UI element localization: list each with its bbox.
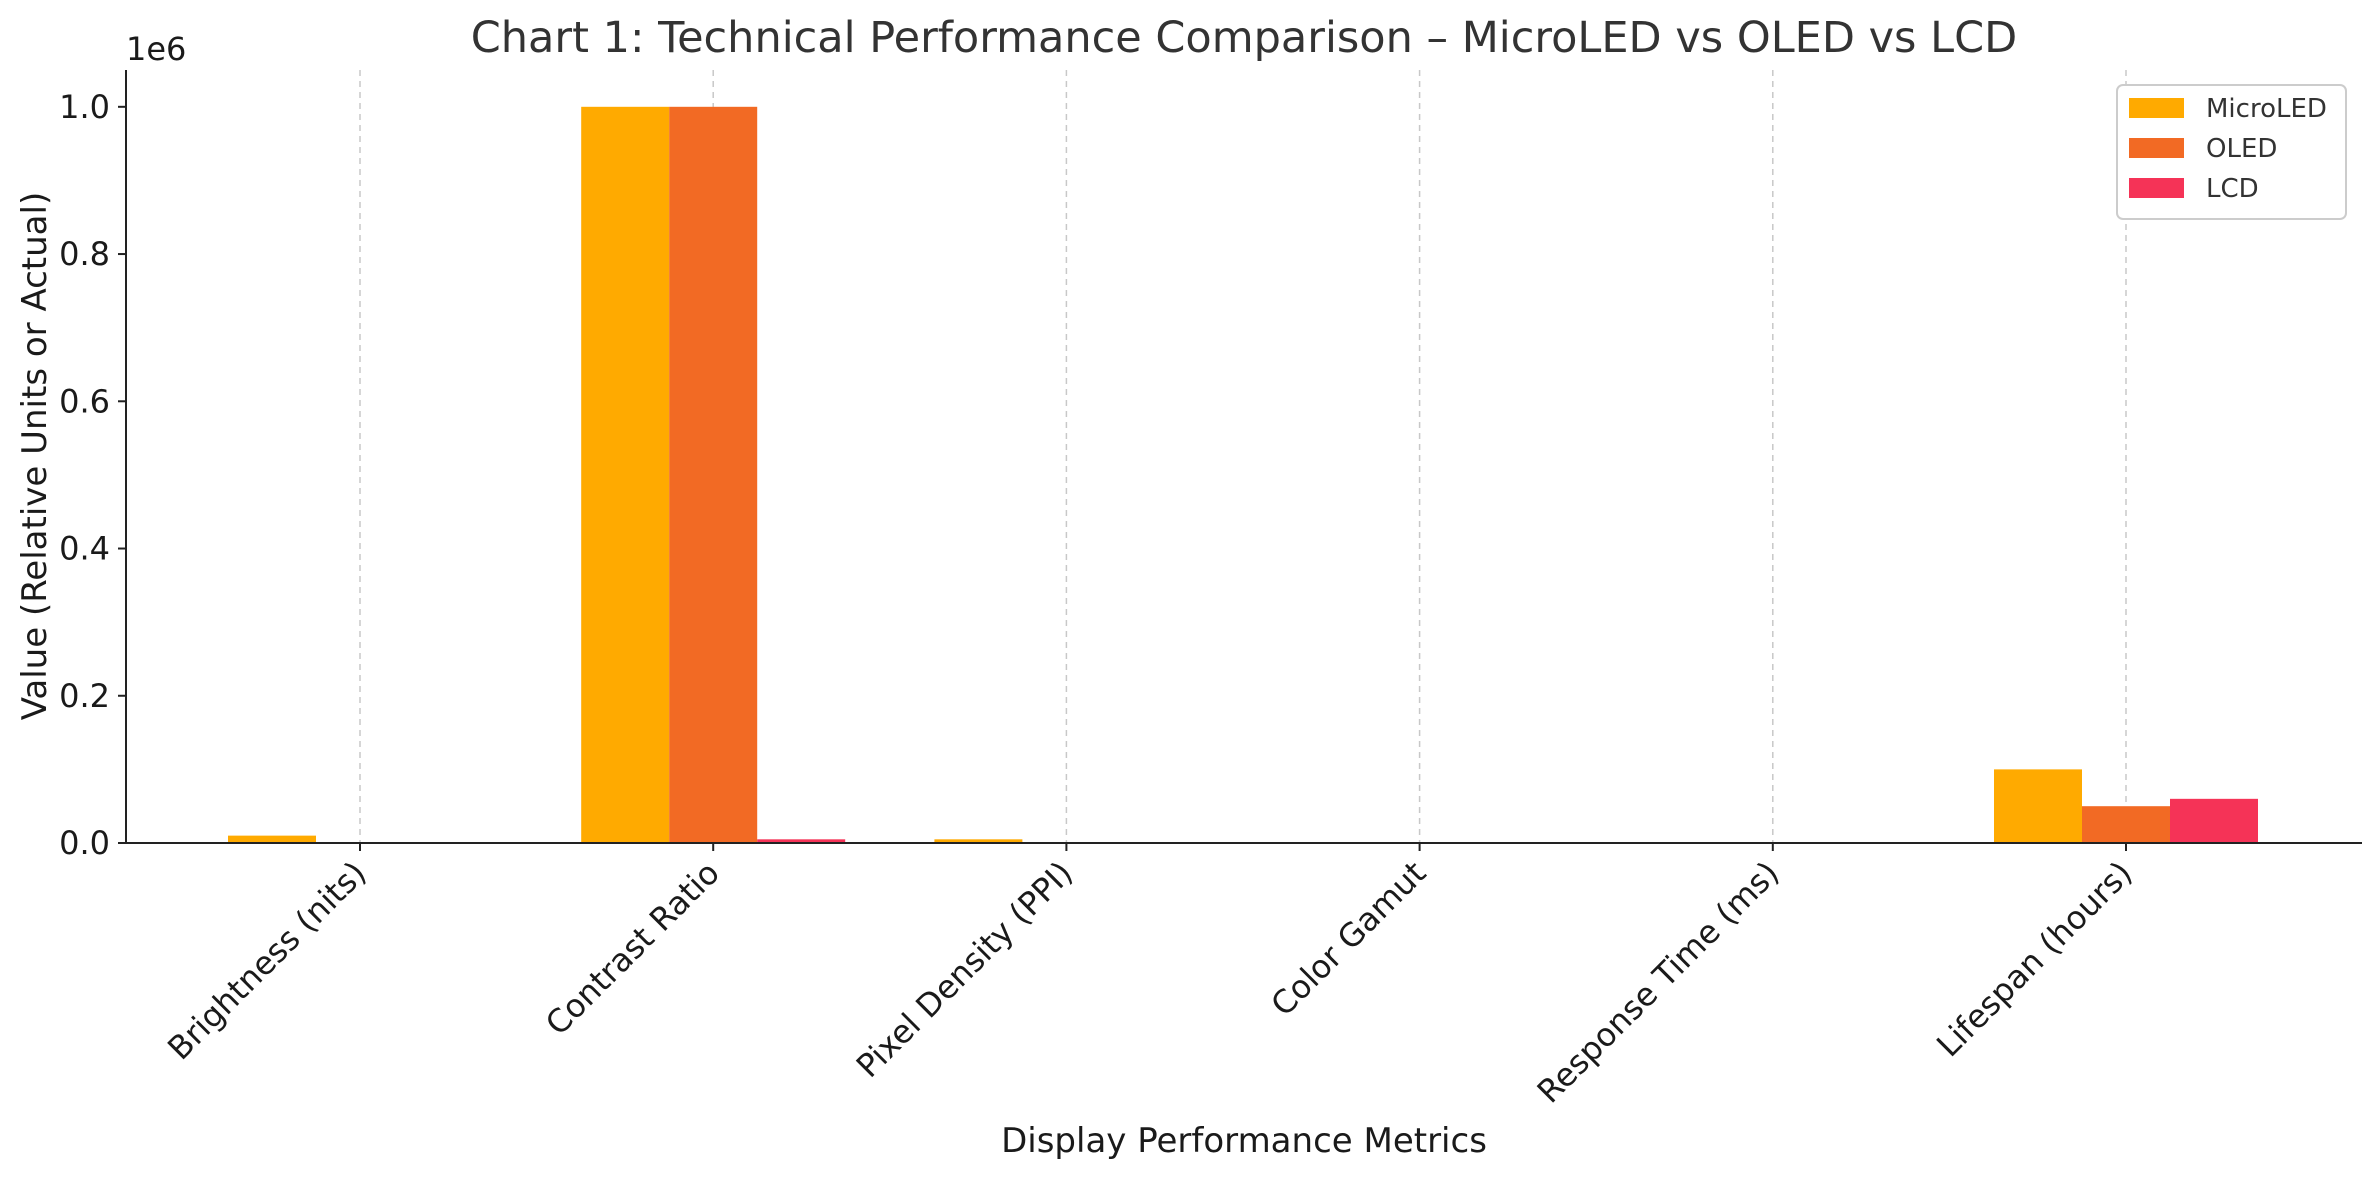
x-tick-label: Lifespan (hours) <box>1929 854 2139 1064</box>
bar-microled-0 <box>228 835 316 843</box>
bar-lcd-5 <box>2170 798 2258 843</box>
x-tick-label: Brightness (nits) <box>160 854 374 1068</box>
x-tick-label: Response Time (ms) <box>1530 854 1787 1111</box>
y-tick-label: 0.0 <box>59 824 110 862</box>
chart-title: Chart 1: Technical Performance Compariso… <box>471 13 2017 63</box>
bar-lcd-1 <box>757 839 846 843</box>
legend-swatch-oled <box>2129 138 2184 158</box>
legend-swatch-microled <box>2129 98 2184 118</box>
y-tick-label: 0.4 <box>59 530 110 568</box>
legend: MicroLED OLED LCD <box>2116 84 2347 220</box>
y-ticks: 0.0 0.2 0.4 0.6 0.8 1.0 <box>59 88 126 862</box>
x-tick-label: Color Gamut <box>1263 854 1433 1024</box>
y-tick-label: 0.8 <box>59 235 110 273</box>
bar-oled-5 <box>2082 806 2170 843</box>
bar-microled-5 <box>1994 769 2082 843</box>
y-axis-label: Value (Relative Units or Actual) <box>15 192 55 720</box>
x-axis-label: Display Performance Metrics <box>1001 1121 1487 1161</box>
y-tick-label: 0.2 <box>59 677 110 715</box>
y-axis-offset-label: 1e6 <box>126 30 186 68</box>
legend-label-oled: OLED <box>2206 134 2277 164</box>
x-ticks: Brightness (nits) Contrast Ratio Pixel Den… <box>160 843 2140 1111</box>
legend-label-microled: MicroLED <box>2206 94 2327 124</box>
bar-microled-1 <box>581 106 670 844</box>
y-tick-label: 0.6 <box>59 382 110 420</box>
legend-label-lcd: LCD <box>2206 174 2259 204</box>
bar-oled-1 <box>669 106 758 844</box>
bars <box>228 106 2258 844</box>
bar-microled-2 <box>934 839 1023 843</box>
x-tick-label: Pixel Density (PPI) <box>849 854 1080 1085</box>
axes <box>125 70 2362 844</box>
x-tick-label: Contrast Ratio <box>538 854 727 1043</box>
legend-swatch-lcd <box>2129 178 2184 198</box>
y-tick-label: 1.0 <box>59 88 110 126</box>
